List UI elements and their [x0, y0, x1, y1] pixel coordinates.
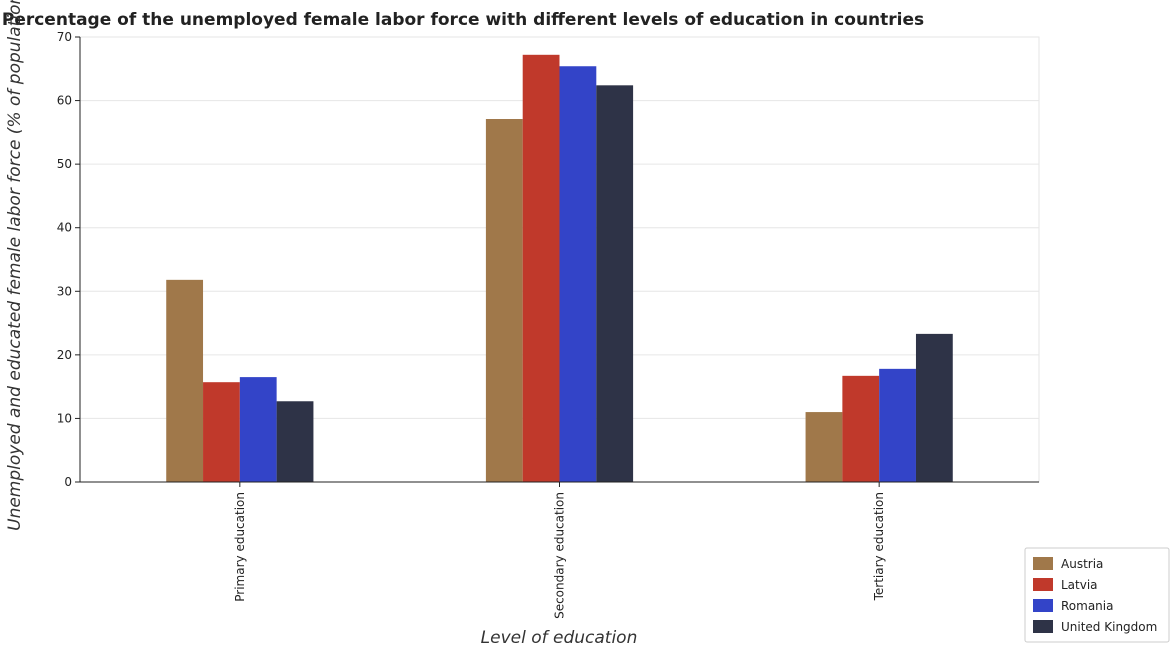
legend-swatch: [1033, 599, 1053, 612]
legend-label: Austria: [1061, 557, 1103, 571]
x-tick-label: Primary education: [233, 492, 247, 602]
legend-label: Romania: [1061, 599, 1113, 613]
bar: [842, 375, 880, 482]
bar: [276, 401, 314, 482]
bar: [915, 333, 953, 482]
legend-box: [1024, 547, 1170, 643]
bar: [522, 54, 560, 483]
legend-swatch: [1033, 578, 1053, 591]
y-ticks: 0 10 20 30 40 50 60 70: [57, 30, 80, 489]
y-tick-label: 0: [64, 475, 72, 489]
y-tick-label: 50: [57, 157, 72, 171]
x-tick-label: Tertiary education: [872, 492, 886, 601]
chart-title: Percentage of the unemployed female labo…: [2, 10, 924, 30]
y-tick-label: 60: [57, 94, 72, 108]
legend-label: Latvia: [1061, 578, 1098, 592]
bar: [879, 368, 916, 482]
bar: [485, 119, 523, 482]
legend-label: United Kingdom: [1061, 620, 1157, 634]
x-axis-title: Level of education: [481, 628, 638, 648]
bar: [559, 66, 597, 482]
bar: [805, 412, 843, 482]
bar: [239, 377, 277, 482]
legend: Austria Latvia Romania United Kingdom: [1024, 547, 1170, 643]
legend-swatch: [1033, 620, 1053, 633]
y-tick-label: 40: [57, 221, 72, 235]
y-tick-label: 70: [57, 30, 72, 44]
y-axis-title: Unemployed and educated female labor for…: [5, 0, 25, 531]
y-tick-label: 20: [57, 348, 72, 362]
legend-swatch: [1033, 557, 1053, 570]
y-tick-label: 10: [57, 411, 72, 425]
bar: [166, 279, 204, 482]
y-tick-label: 30: [57, 284, 72, 298]
bars: [166, 54, 953, 483]
bar: [203, 382, 240, 482]
bar: [596, 85, 634, 483]
x-tick-label: Secondary education: [553, 492, 567, 619]
x-ticks: Primary education Secondary education Tert…: [233, 482, 886, 619]
